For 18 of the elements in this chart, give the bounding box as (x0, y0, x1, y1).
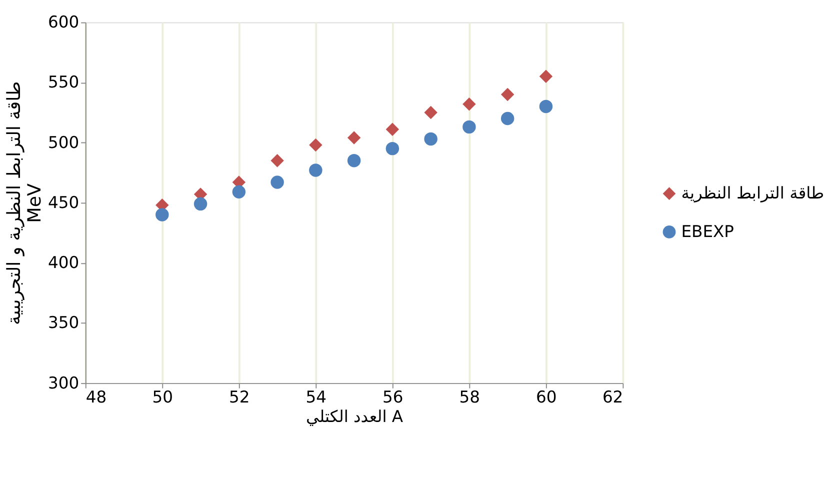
x-tick-label: 62 (602, 388, 624, 407)
x-tick-label: 58 (459, 388, 480, 407)
x-tick-label: 56 (382, 388, 404, 407)
x-axis-title: العدد الكتلي A (306, 406, 404, 426)
y-tick-label: 550 (48, 72, 80, 92)
y-tick-label: 600 (48, 12, 80, 32)
y-tick-label: 500 (48, 132, 80, 152)
x-tick-label: 60 (536, 388, 557, 407)
y-tick-label: 400 (48, 253, 80, 272)
x-tick-label: 50 (152, 388, 174, 407)
y-tick-label: 300 (48, 373, 80, 392)
y-tick-label: 350 (48, 313, 80, 332)
legend-label: EBEXP (681, 222, 734, 241)
y-tick-label: 450 (48, 192, 80, 212)
x-tick-label: 52 (229, 388, 250, 407)
x-tick-label: 54 (306, 388, 327, 407)
legend-label: طاقة الترابط النظرية (681, 183, 824, 202)
x-tick-label: 48 (86, 388, 107, 407)
